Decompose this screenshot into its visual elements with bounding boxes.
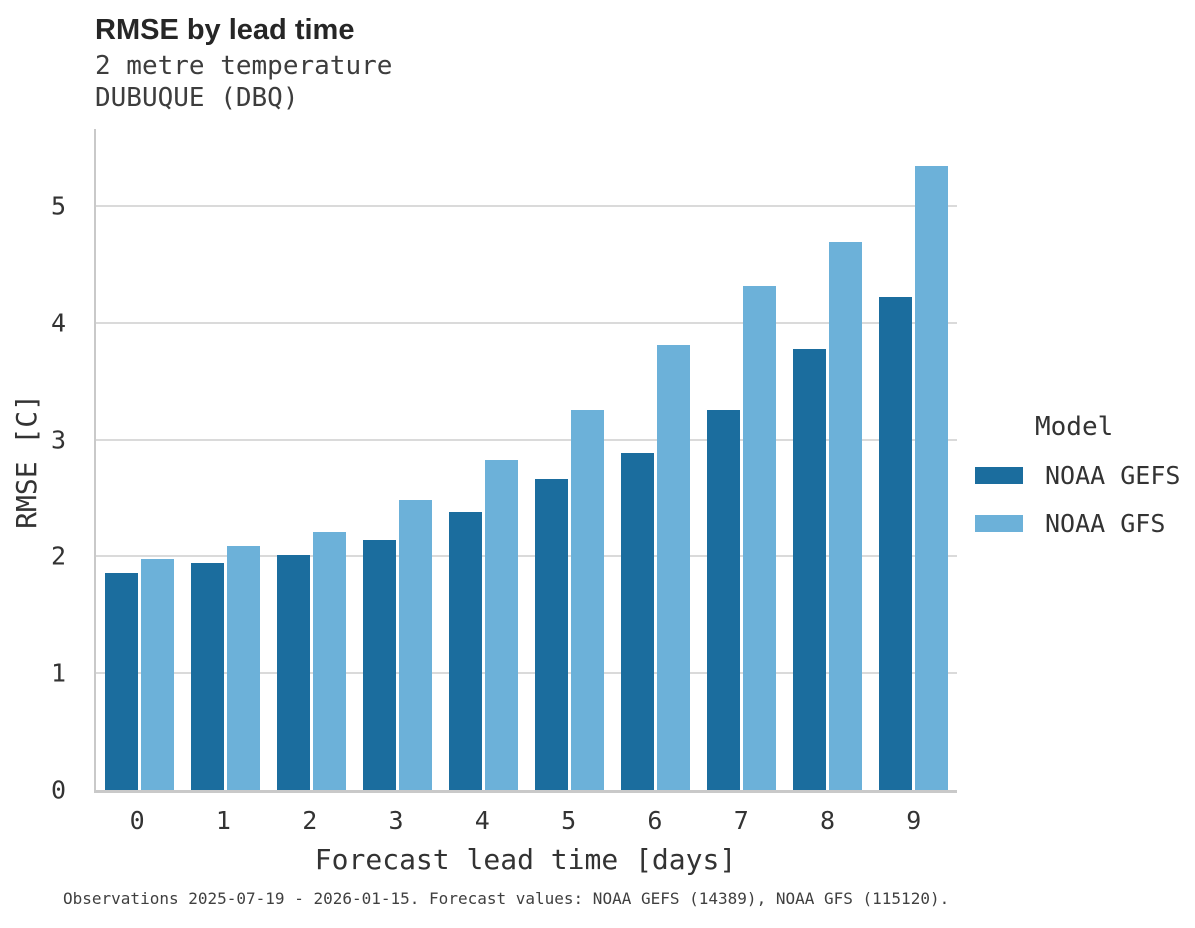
bar-noaa-gfs-lead-6 [657, 345, 691, 790]
bar-noaa-gfs-lead-3 [398, 500, 432, 790]
bar-group-lead-1 [182, 129, 268, 790]
x-tick-label-0: 0 [129, 806, 145, 835]
x-tick-label-7: 7 [733, 806, 749, 835]
bar-noaa-gefs-lead-6 [621, 452, 655, 790]
bar-noaa-gefs-lead-2 [276, 555, 310, 790]
x-tick-label-5: 5 [561, 806, 577, 835]
bar-noaa-gfs-lead-5 [571, 410, 605, 790]
bar-groups [96, 129, 957, 790]
y-tick-label-5: 5 [50, 191, 66, 221]
x-axis-tick-labels: 0 1 2 3 4 5 6 7 8 9 [94, 806, 957, 836]
bar-noaa-gefs-lead-4 [448, 512, 482, 790]
bar-group-lead-8 [785, 129, 871, 790]
subtitle-line-1: 2 metre temperature [95, 51, 393, 81]
bar-noaa-gefs-lead-5 [535, 479, 569, 790]
bar-group-lead-9 [871, 129, 957, 790]
bar-noaa-gfs-lead-4 [484, 459, 518, 790]
bar-noaa-gefs-lead-0 [104, 572, 138, 790]
bar-noaa-gefs-lead-1 [190, 563, 224, 790]
bar-group-lead-3 [354, 129, 440, 790]
gridline-1 [96, 672, 957, 675]
x-tick-label-9: 9 [906, 806, 922, 835]
legend-item-noaa-gefs: NOAA GEFS [975, 461, 1180, 490]
bar-group-lead-0 [96, 129, 182, 790]
x-tick-label-4: 4 [474, 806, 490, 835]
legend-label-noaa-gefs: NOAA GEFS [1045, 461, 1181, 490]
bar-noaa-gefs-lead-3 [362, 540, 396, 790]
x-tick-label-3: 3 [388, 806, 404, 835]
bar-noaa-gfs-lead-0 [140, 558, 174, 790]
footer-caption: Observations 2025-07-19 - 2026-01-15. Fo… [63, 889, 950, 908]
bar-noaa-gefs-lead-9 [879, 297, 913, 790]
gridline-4 [96, 321, 957, 324]
y-tick-label-1: 1 [50, 658, 66, 688]
bar-noaa-gfs-lead-7 [743, 285, 777, 790]
gridline-3 [96, 438, 957, 441]
bar-noaa-gefs-lead-7 [707, 410, 741, 790]
bar-group-lead-6 [613, 129, 699, 790]
gridline-5 [96, 205, 957, 208]
legend-title: Model [1035, 412, 1114, 442]
plot-area [94, 129, 957, 793]
gridline-2 [96, 555, 957, 558]
chart-subtitle: 2 metre temperature DUBUQUE (DBQ) [95, 50, 392, 114]
x-tick-label-1: 1 [215, 806, 231, 835]
x-tick-label-2: 2 [302, 806, 318, 835]
bar-noaa-gfs-lead-9 [915, 166, 949, 790]
bar-group-lead-5 [526, 129, 612, 790]
legend-swatch-noaa-gefs-icon [975, 467, 1023, 484]
x-tick-label-8: 8 [819, 806, 836, 835]
bar-noaa-gefs-lead-8 [793, 348, 827, 790]
legend-swatch-noaa-gfs-icon [975, 515, 1023, 532]
y-tick-label-4: 4 [50, 308, 66, 338]
y-tick-label-2: 2 [50, 541, 66, 571]
bar-noaa-gfs-lead-1 [226, 545, 260, 790]
bar-noaa-gfs-lead-2 [312, 531, 346, 790]
chart-title: RMSE by lead time [95, 14, 355, 46]
subtitle-line-2: DUBUQUE (DBQ) [95, 83, 299, 113]
legend-item-noaa-gfs: NOAA GFS [975, 509, 1180, 538]
legend-label-noaa-gfs: NOAA GFS [1045, 509, 1166, 538]
x-axis-title: Forecast lead time [days] [314, 843, 737, 876]
bar-group-lead-4 [440, 129, 526, 790]
y-axis-tick-labels: 0 1 2 3 4 5 [0, 129, 66, 803]
bar-group-lead-2 [268, 129, 354, 790]
y-tick-label-0: 0 [50, 775, 66, 805]
bar-noaa-gfs-lead-8 [829, 242, 863, 790]
bar-group-lead-7 [699, 129, 785, 790]
y-tick-label-3: 3 [50, 425, 66, 455]
legend: Model NOAA GEFS NOAA GFS [975, 412, 1180, 538]
x-tick-label-6: 6 [647, 806, 663, 835]
